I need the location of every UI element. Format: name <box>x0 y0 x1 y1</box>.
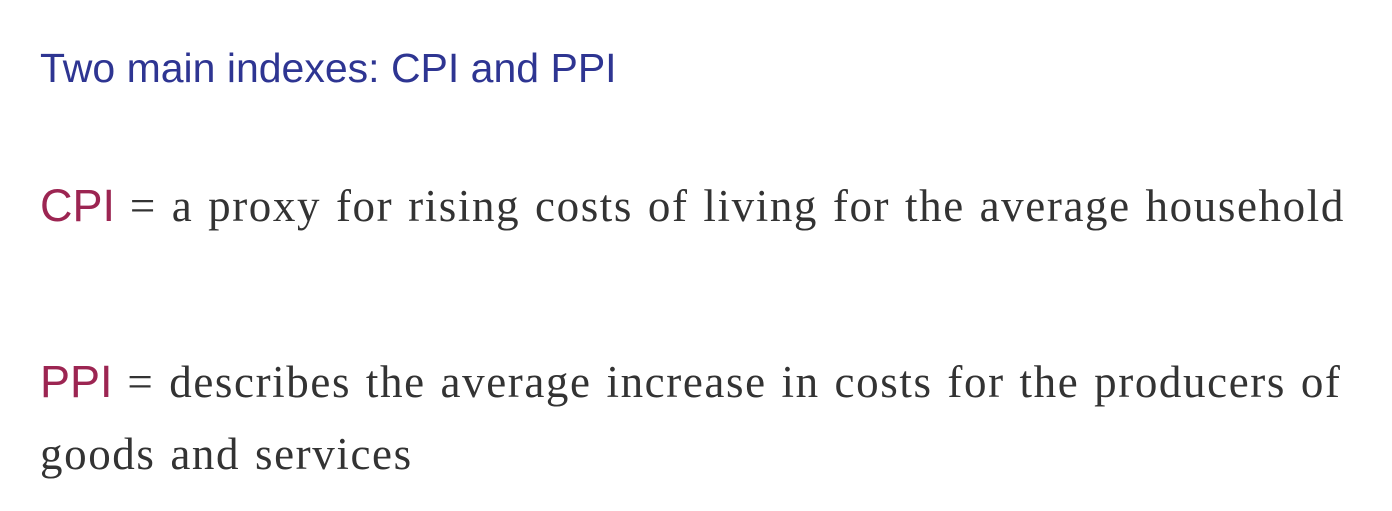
cpi-term: CPI <box>40 180 116 231</box>
cpi-definition: CPI = a proxy for rising costs of living… <box>40 170 1350 242</box>
ppi-definition: PPI = describes the average increase in … <box>40 346 1350 490</box>
ppi-definition-text: = describes the average increase in cost… <box>40 357 1342 479</box>
slide-title: Two main indexes: CPI and PPI <box>40 45 617 91</box>
cpi-definition-text: = a proxy for rising costs of living for… <box>115 181 1345 231</box>
ppi-term: PPI <box>40 356 113 407</box>
